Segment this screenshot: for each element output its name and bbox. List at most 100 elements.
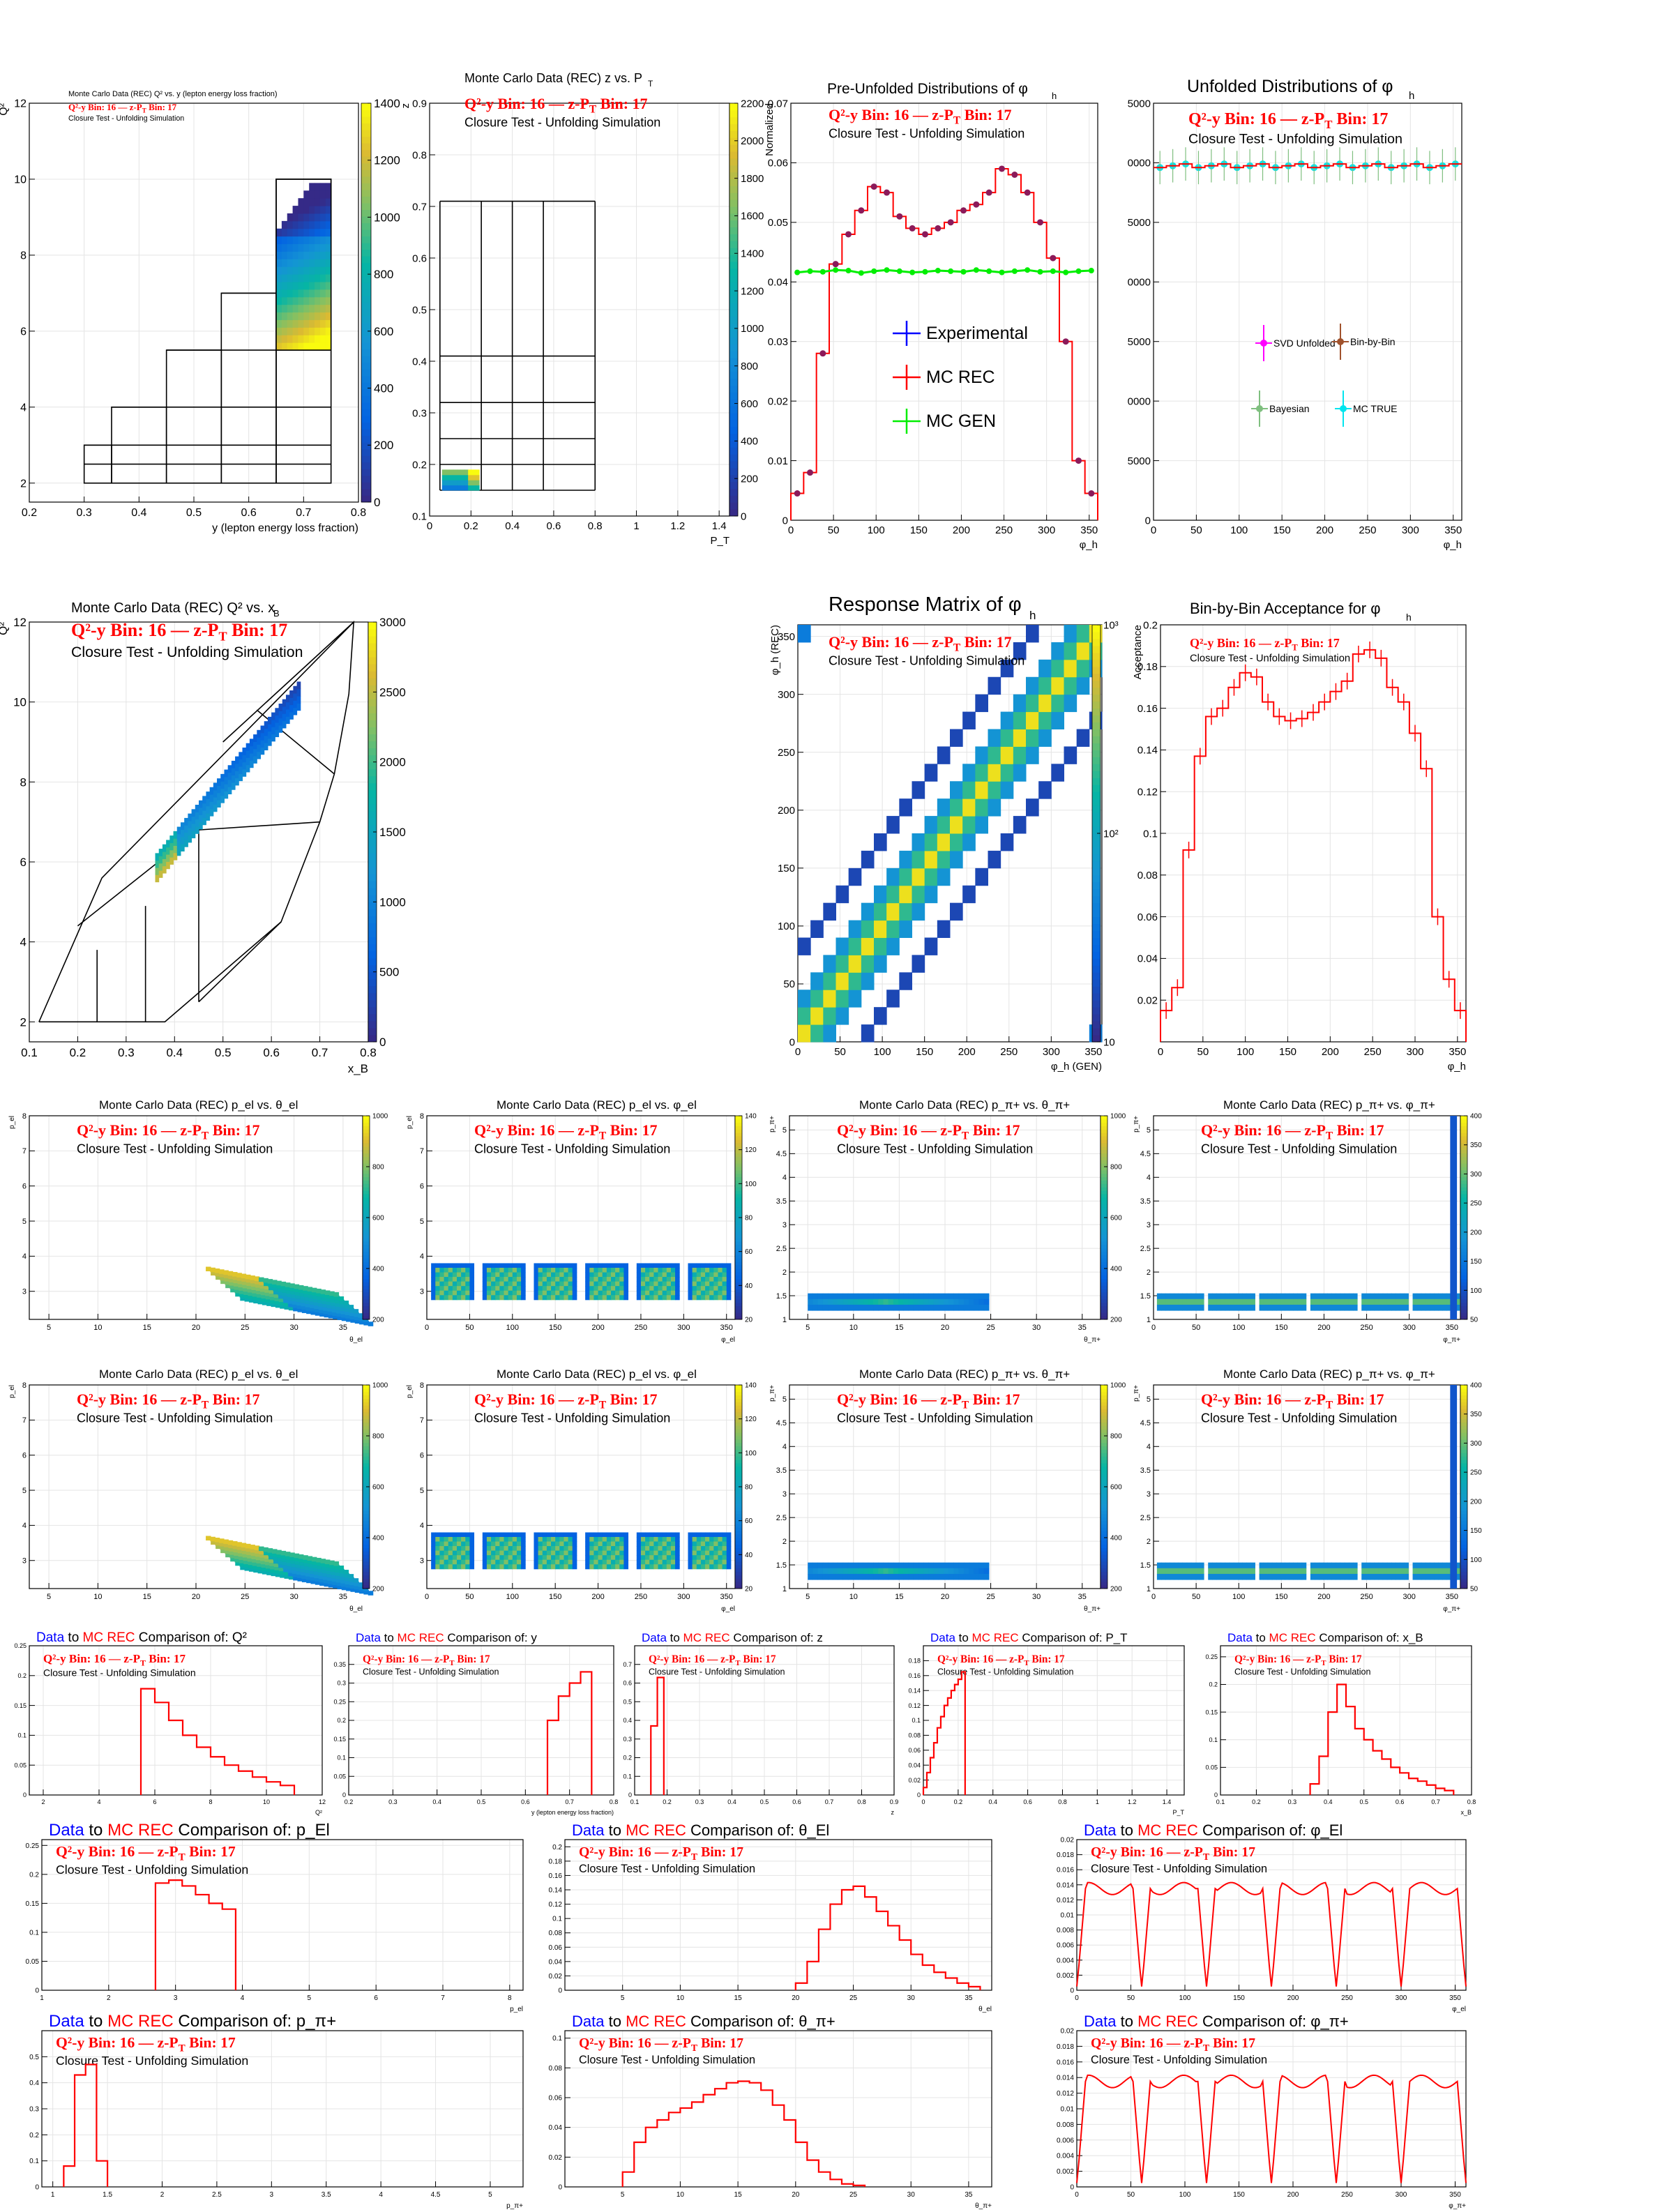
heat-cell <box>298 1288 305 1294</box>
heat-cell <box>264 721 269 729</box>
heat-cell <box>287 220 294 229</box>
heat-cell <box>495 1532 500 1538</box>
heat-cell <box>589 1559 594 1565</box>
heat-cell <box>878 1568 884 1575</box>
heat-cell <box>322 1299 328 1305</box>
heat-cell <box>886 816 900 834</box>
heat-cell <box>290 1559 296 1564</box>
heat-cell <box>312 1291 318 1296</box>
heat-cell <box>944 1298 949 1305</box>
heat-cell <box>1378 1562 1384 1569</box>
heat-cell <box>1319 1304 1324 1311</box>
mc-gen-point <box>909 269 916 275</box>
heat-cell <box>300 1568 306 1573</box>
colorbar-segment <box>735 1298 742 1303</box>
heat-cell <box>585 1532 590 1538</box>
heat-cell <box>281 266 288 275</box>
heat-cell <box>260 740 265 748</box>
colorbar-segment <box>368 950 377 959</box>
heat-cell <box>294 1287 300 1292</box>
y-tick-label: 0.14 <box>908 1687 921 1694</box>
colorbar-segment <box>1101 1547 1107 1552</box>
colorbar-segment <box>1101 1302 1107 1307</box>
heat-cell <box>722 1290 727 1296</box>
heat-cell <box>276 236 282 245</box>
colorbar-segment <box>735 1190 742 1195</box>
heat-cell <box>726 1263 732 1268</box>
y-tick-label: 7 <box>420 1147 424 1156</box>
heat-cell <box>1285 1568 1290 1575</box>
heat-cell <box>1434 1562 1439 1569</box>
colorbar-segment <box>363 1183 370 1188</box>
colorbar-segment <box>735 1218 742 1222</box>
heat-cell <box>326 1566 331 1571</box>
colorbar-segment <box>729 137 738 145</box>
heat-cell <box>264 1285 270 1289</box>
heat-cell <box>516 1281 522 1287</box>
colorbar-segment <box>363 1227 370 1232</box>
heat-cell <box>315 274 321 282</box>
colorbar-segment <box>1092 659 1101 667</box>
heat-cell <box>589 1295 594 1301</box>
heat-cell <box>516 1536 522 1543</box>
heat-cell <box>722 1532 727 1538</box>
heat-cell <box>439 1277 445 1282</box>
colorbar-segment <box>1101 1439 1107 1444</box>
heat-cell <box>636 1290 642 1296</box>
heat-cell <box>551 1286 556 1291</box>
colorbar-segment <box>729 289 738 296</box>
heat-cell <box>298 1554 304 1559</box>
heat-cell <box>1000 764 1014 782</box>
heat-cell <box>276 327 282 335</box>
heat-cell <box>836 990 849 1008</box>
y-tick-label: 0.25 <box>1205 1653 1218 1660</box>
y-tick-label: 3.5 <box>1140 1467 1151 1475</box>
heat-cell <box>640 1295 646 1301</box>
colorbar-segment <box>363 1462 370 1467</box>
heat-cell <box>303 304 310 313</box>
y-tick-label: 0.25 <box>333 1698 346 1705</box>
colorbar-segment <box>1101 1487 1107 1491</box>
colorbar-segment <box>1092 1028 1101 1036</box>
heat-cell <box>534 1546 539 1552</box>
x-tick-label: 0.2 <box>464 520 478 532</box>
heat-cell <box>863 1298 869 1305</box>
colorbar-segment <box>368 657 377 665</box>
colorbar-label: 3000 <box>379 616 406 629</box>
colorbar-segment <box>729 509 738 517</box>
colorbar-segment <box>1460 1160 1467 1164</box>
heat-cell <box>653 1564 658 1570</box>
heat-cell <box>593 1295 599 1301</box>
heat-cell <box>610 1295 616 1301</box>
legend-label: Bin-by-Bin <box>1350 336 1396 347</box>
heat-cell <box>504 1286 509 1291</box>
heat-cell <box>191 823 196 831</box>
heat-cell <box>224 791 229 799</box>
heat-cell <box>1195 1304 1200 1311</box>
heat-cell <box>315 1577 320 1582</box>
colorbar-segment <box>363 1561 370 1566</box>
heat-cell <box>158 856 163 864</box>
colorbar-segment <box>1460 1503 1467 1508</box>
colorbar-segment <box>1101 1139 1107 1144</box>
x-tick-label: 1 <box>40 1994 44 2002</box>
heat-cell <box>722 1541 727 1547</box>
heat-cell <box>602 1286 607 1291</box>
heat-cell <box>593 1290 599 1296</box>
heat-cell <box>1430 1304 1435 1311</box>
colorbar-segment <box>363 1520 370 1525</box>
y-tick-label: 6 <box>20 856 27 869</box>
colorbar-segment <box>735 1176 742 1181</box>
heat-cell <box>658 1290 663 1296</box>
heat-cell <box>267 724 272 732</box>
x-tick-label: 250 <box>1360 1593 1373 1601</box>
heat-cell <box>948 1573 954 1580</box>
colorbar-segment <box>1460 1544 1467 1549</box>
colorbar-segment <box>1101 1466 1107 1471</box>
heat-cell <box>284 1574 290 1579</box>
heat-cell <box>1216 1304 1222 1311</box>
heat-cell <box>589 1277 594 1282</box>
colorbar-segment <box>1460 1180 1467 1184</box>
heat-cell <box>1382 1293 1388 1300</box>
heat-cell <box>301 1577 308 1582</box>
